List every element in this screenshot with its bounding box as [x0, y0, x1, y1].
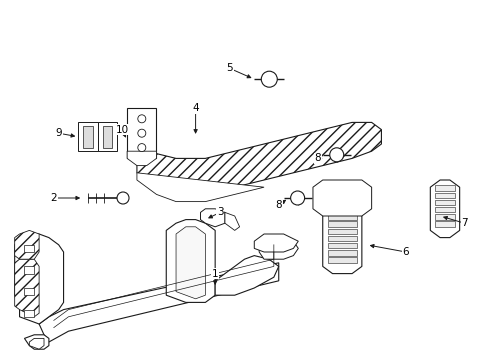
Polygon shape	[29, 338, 44, 349]
Polygon shape	[24, 310, 34, 317]
Polygon shape	[200, 209, 224, 227]
Polygon shape	[78, 122, 98, 151]
Circle shape	[329, 148, 343, 162]
Circle shape	[117, 192, 129, 204]
Text: 5: 5	[226, 63, 233, 73]
Polygon shape	[254, 234, 298, 252]
Polygon shape	[327, 250, 356, 256]
Text: 9: 9	[55, 128, 62, 138]
Polygon shape	[434, 214, 454, 220]
Polygon shape	[166, 220, 215, 302]
Polygon shape	[434, 193, 454, 198]
Polygon shape	[327, 214, 356, 220]
Polygon shape	[15, 234, 63, 324]
Text: 2: 2	[50, 193, 57, 203]
Text: 4: 4	[192, 103, 199, 113]
Polygon shape	[102, 126, 112, 148]
Polygon shape	[224, 212, 239, 230]
Polygon shape	[39, 263, 278, 342]
Polygon shape	[215, 256, 278, 295]
Polygon shape	[127, 151, 156, 166]
Text: 3: 3	[216, 207, 223, 217]
Polygon shape	[429, 180, 459, 238]
Polygon shape	[327, 243, 356, 248]
Polygon shape	[137, 173, 264, 202]
Polygon shape	[327, 221, 356, 227]
Text: 1: 1	[211, 269, 218, 279]
Text: 6: 6	[402, 247, 408, 257]
Circle shape	[138, 115, 145, 123]
Polygon shape	[15, 259, 39, 317]
Circle shape	[138, 144, 145, 152]
Circle shape	[261, 71, 277, 87]
Polygon shape	[327, 257, 356, 263]
Polygon shape	[83, 126, 93, 148]
Polygon shape	[98, 122, 117, 151]
Polygon shape	[24, 266, 34, 274]
Polygon shape	[434, 200, 454, 205]
Text: 8: 8	[314, 153, 321, 163]
Polygon shape	[24, 245, 34, 252]
Polygon shape	[327, 229, 356, 234]
Polygon shape	[24, 288, 34, 295]
Polygon shape	[434, 185, 454, 191]
Text: 8: 8	[275, 200, 282, 210]
Polygon shape	[127, 108, 156, 158]
Circle shape	[138, 129, 145, 137]
Polygon shape	[434, 207, 454, 212]
Polygon shape	[176, 227, 205, 299]
Polygon shape	[322, 209, 361, 274]
Polygon shape	[259, 238, 298, 259]
Polygon shape	[15, 230, 39, 259]
Polygon shape	[327, 236, 356, 241]
Polygon shape	[434, 221, 454, 227]
Text: 10: 10	[116, 125, 128, 135]
Polygon shape	[312, 180, 371, 216]
Text: 7: 7	[460, 218, 467, 228]
Circle shape	[290, 191, 304, 205]
Polygon shape	[137, 122, 381, 194]
Polygon shape	[24, 335, 49, 349]
